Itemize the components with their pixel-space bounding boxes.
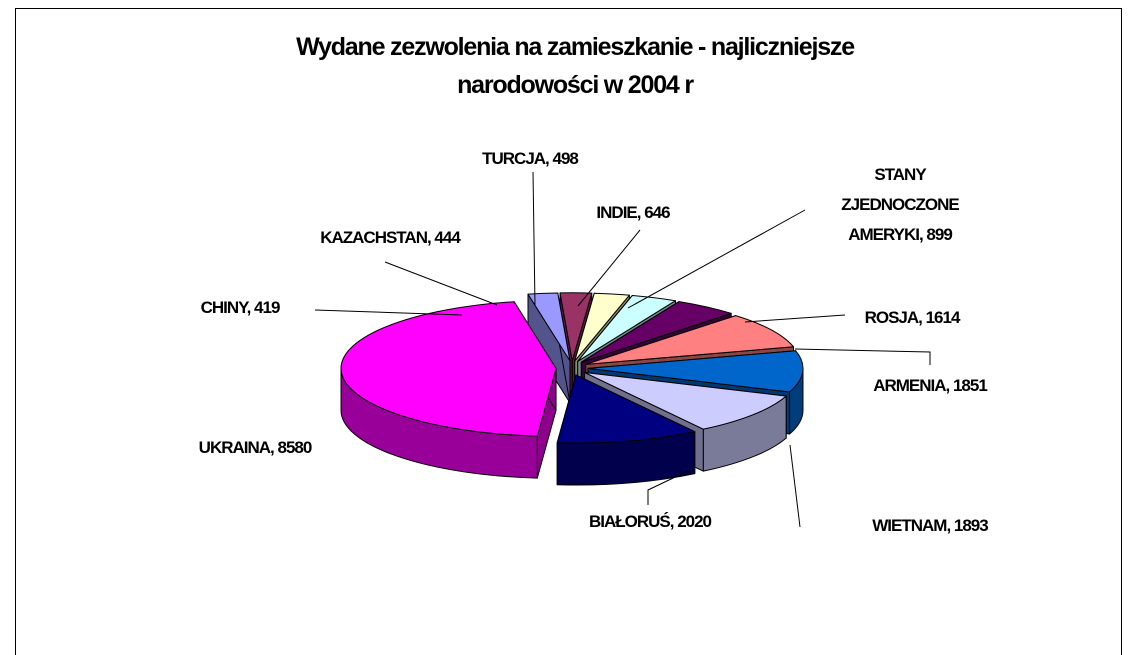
slice-top — [587, 350, 804, 393]
leader-line — [789, 444, 801, 528]
leader-line — [314, 309, 463, 316]
chart-title: Wydane zezwolenia na zamieszkanie - najl… — [296, 33, 855, 99]
data-label: CHINY, 419 — [201, 298, 280, 317]
data-label: STANY ZJEDNOCZONE AMERYKI, 899 — [841, 165, 959, 244]
slice-top — [574, 292, 630, 362]
data-label: ARMENIA, 1851 — [873, 376, 987, 395]
slice-top — [584, 371, 787, 430]
leader-line — [794, 348, 931, 365]
slice-top — [577, 295, 676, 362]
leader-line — [744, 314, 846, 323]
data-label: WIETNAM, 1893 — [872, 516, 988, 535]
slice-top — [556, 374, 696, 444]
chart-frame — [15, 8, 1122, 655]
data-label: BIAŁORUŚ, 2020 — [589, 512, 712, 531]
leader-line — [384, 261, 498, 306]
pie-slice — [340, 301, 557, 479]
slice-top — [580, 301, 732, 363]
data-label: KAZACHSTAN, 444 — [320, 228, 461, 247]
data-label: TURCJA, 498 — [482, 149, 578, 168]
data-label: ROSJA, 1614 — [865, 308, 961, 327]
slice-top — [585, 315, 794, 365]
slice-top — [527, 292, 571, 362]
leader-line — [647, 469, 691, 505]
slice-top — [340, 301, 557, 437]
pie-slice — [527, 292, 571, 404]
leader-line — [627, 209, 806, 309]
pie-slice — [556, 374, 696, 486]
leader-line — [532, 171, 536, 307]
leader-line — [577, 229, 641, 307]
slice-top — [559, 292, 593, 362]
data-label: UKRAINA, 8580 — [199, 438, 312, 457]
data-label: INDIE, 646 — [596, 203, 670, 222]
